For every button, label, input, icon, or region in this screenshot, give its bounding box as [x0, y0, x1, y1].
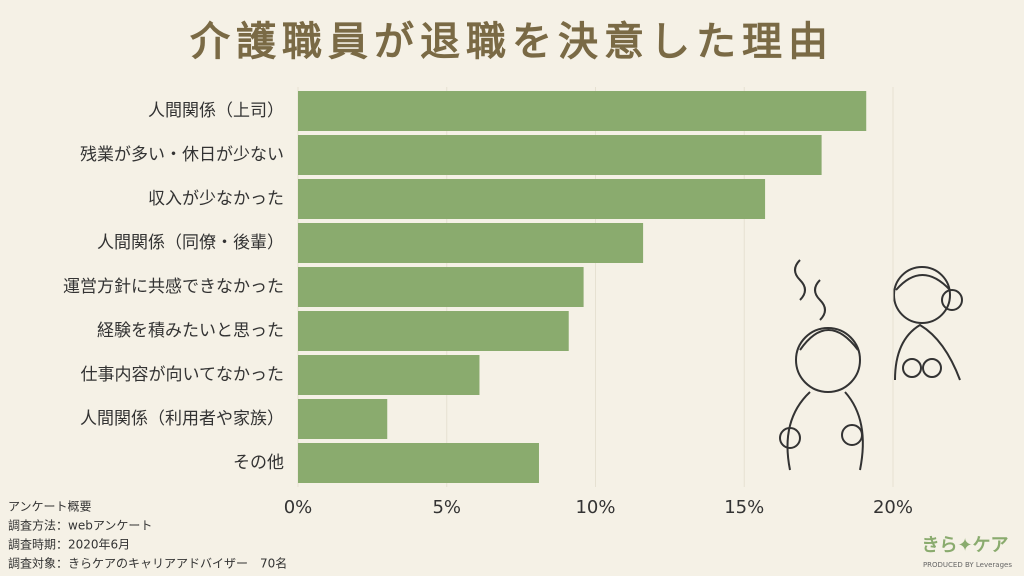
x-tick-label: 0%: [284, 497, 313, 518]
bar: [298, 135, 822, 175]
y-tick-label: 運営方針に共感できなかった: [63, 277, 284, 297]
bar: [298, 399, 388, 439]
bar: [298, 91, 867, 131]
y-tick-label: その他: [233, 453, 284, 473]
y-tick-label: 人間関係（利用者や家族）: [80, 409, 284, 429]
bar: [298, 223, 644, 263]
note: 調査対象：きらケアのキャリアアドバイザー 70名: [8, 556, 287, 571]
x-tick-label: 15%: [724, 497, 764, 518]
brand-credit: PRODUCED BY Leverages: [923, 561, 1012, 569]
y-tick-label: 収入が少なかった: [148, 189, 284, 209]
y-tick-label: 人間関係（同僚・後輩）: [97, 233, 284, 253]
y-tick-label: 残業が多い・休日が少ない: [80, 145, 284, 165]
x-tick-label: 20%: [873, 497, 913, 518]
y-tick-label: 仕事内容が向いてなかった: [81, 365, 285, 385]
x-tick-label: 10%: [575, 497, 615, 518]
brand-name: きら✦ケア: [921, 535, 1008, 556]
note: 調査時期：2020年6月: [8, 538, 130, 552]
chart-title: 介護職員が退職を決意した理由: [190, 19, 834, 65]
bar: [298, 355, 480, 395]
bar: [298, 311, 569, 351]
x-tick-label: 5%: [432, 497, 461, 518]
bar: [298, 267, 584, 307]
note: アンケート概要: [8, 500, 92, 514]
illustration: [779, 259, 963, 471]
bar: [298, 443, 539, 483]
note: 調査方法：webアンケート: [8, 518, 152, 533]
y-tick-label: 経験を積みたいと思った: [97, 321, 284, 341]
y-tick-label: 人間関係（上司）: [148, 101, 284, 121]
bar: [298, 179, 766, 219]
